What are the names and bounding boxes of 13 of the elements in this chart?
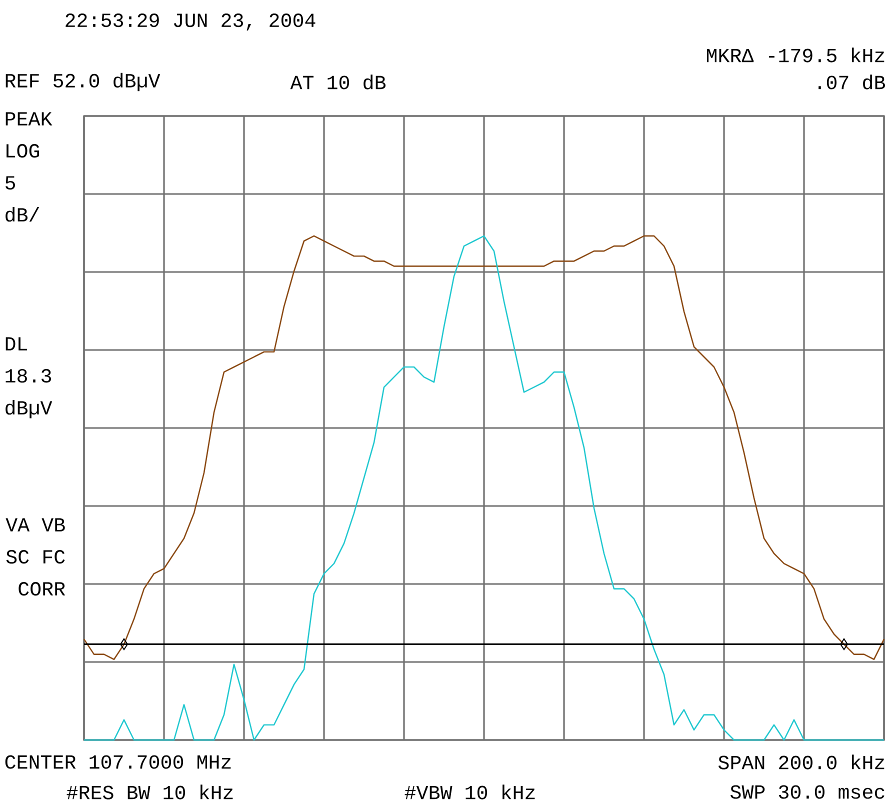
ref-line-label: DL 18.3 dBµV <box>6 337 52 418</box>
text: #VBW 10 kHz <box>404 784 535 800</box>
text: REF 52.0 dBµV <box>6 72 160 92</box>
text: VA VB SC FC CORR <box>6 518 66 596</box>
text: CENTER 107.7000 MHz <box>5 755 231 769</box>
text: PEAK LOG 5 dB/ <box>6 112 52 222</box>
text: MKRΔ -179.5 kHz <box>706 48 884 62</box>
text: SWP 30.0 msec <box>730 785 884 799</box>
text: SPAN 200.0 kHz <box>718 754 884 770</box>
text: AT 10 dB <box>290 74 386 90</box>
text: #RES BW 10 kHz <box>66 784 233 800</box>
text: .07 dB <box>818 74 885 90</box>
text: 22:53:29 JUN 23, 2004 <box>66 14 316 30</box>
